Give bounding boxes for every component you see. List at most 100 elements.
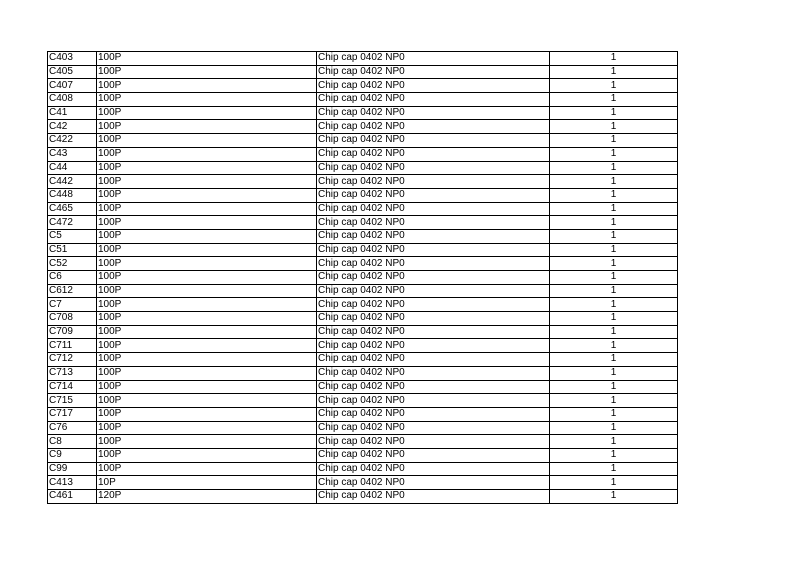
quantity-cell: 1 xyxy=(549,475,678,490)
reference-cell: C461 xyxy=(47,489,97,504)
description-cell: Chip cap 0402 NP0 xyxy=(316,201,550,217)
reference-cell: C717 xyxy=(47,406,97,422)
table-row: C442 100P Chip cap 0402 NP0 1 xyxy=(47,174,678,189)
quantity-cell: 1 xyxy=(549,242,678,258)
reference-cell: C8 xyxy=(47,434,97,449)
table-row: C465 100P Chip cap 0402 NP0 1 xyxy=(47,201,678,217)
quantity-cell: 1 xyxy=(549,283,678,299)
table-row: C407 100P Chip cap 0402 NP0 1 xyxy=(47,78,678,94)
table-row: C713 100P Chip cap 0402 NP0 1 xyxy=(47,365,678,381)
quantity-cell: 1 xyxy=(549,379,678,395)
reference-cell: C712 xyxy=(47,352,97,367)
table-row: C51 100P Chip cap 0402 NP0 1 xyxy=(47,242,678,258)
quantity-cell: 1 xyxy=(549,105,678,121)
table-row: C9 100P Chip cap 0402 NP0 1 xyxy=(47,447,678,463)
description-cell: Chip cap 0402 NP0 xyxy=(316,420,550,436)
value-cell: 100P xyxy=(96,146,317,162)
value-cell: 100P xyxy=(96,187,317,203)
table-row: C43 100P Chip cap 0402 NP0 1 xyxy=(47,146,678,162)
table-row: C52 100P Chip cap 0402 NP0 1 xyxy=(47,256,678,271)
value-cell: 100P xyxy=(96,270,317,285)
quantity-cell: 1 xyxy=(549,311,678,326)
table-row: C714 100P Chip cap 0402 NP0 1 xyxy=(47,379,678,395)
table-row: C5 100P Chip cap 0402 NP0 1 xyxy=(47,228,678,244)
reference-cell: C42 xyxy=(47,119,97,135)
value-cell: 100P xyxy=(96,324,317,340)
reference-cell: C472 xyxy=(47,215,97,230)
value-cell: 100P xyxy=(96,78,317,94)
value-cell: 100P xyxy=(96,461,317,477)
table-row: C99 100P Chip cap 0402 NP0 1 xyxy=(47,461,678,477)
reference-cell: C612 xyxy=(47,283,97,299)
description-cell: Chip cap 0402 NP0 xyxy=(316,311,550,326)
reference-cell: C51 xyxy=(47,242,97,258)
reference-cell: C407 xyxy=(47,78,97,94)
quantity-cell: 1 xyxy=(549,146,678,162)
description-cell: Chip cap 0402 NP0 xyxy=(316,324,550,340)
table-row: C44 100P Chip cap 0402 NP0 1 xyxy=(47,160,678,176)
description-cell: Chip cap 0402 NP0 xyxy=(316,338,550,354)
reference-cell: C41 xyxy=(47,105,97,121)
description-cell: Chip cap 0402 NP0 xyxy=(316,365,550,381)
reference-cell: C408 xyxy=(47,92,97,107)
value-cell: 120P xyxy=(96,489,317,504)
quantity-cell: 1 xyxy=(549,51,678,66)
value-cell: 100P xyxy=(96,256,317,271)
description-cell: Chip cap 0402 NP0 xyxy=(316,174,550,189)
table-row: C461 120P Chip cap 0402 NP0 1 xyxy=(47,489,678,504)
value-cell: 100P xyxy=(96,406,317,422)
value-cell: 100P xyxy=(96,92,317,107)
reference-cell: C709 xyxy=(47,324,97,340)
value-cell: 100P xyxy=(96,119,317,135)
description-cell: Chip cap 0402 NP0 xyxy=(316,447,550,463)
description-cell: Chip cap 0402 NP0 xyxy=(316,406,550,422)
description-cell: Chip cap 0402 NP0 xyxy=(316,434,550,449)
table-row: C612 100P Chip cap 0402 NP0 1 xyxy=(47,283,678,299)
description-cell: Chip cap 0402 NP0 xyxy=(316,297,550,313)
value-cell: 100P xyxy=(96,174,317,189)
quantity-cell: 1 xyxy=(549,461,678,477)
table-row: C7 100P Chip cap 0402 NP0 1 xyxy=(47,297,678,313)
reference-cell: C422 xyxy=(47,133,97,148)
bom-table-body: C403 100P Chip cap 0402 NP0 1 C405 100P Chip c… xyxy=(47,51,678,504)
description-cell: Chip cap 0402 NP0 xyxy=(316,242,550,258)
table-row: C712 100P Chip cap 0402 NP0 1 xyxy=(47,352,678,367)
description-cell: Chip cap 0402 NP0 xyxy=(316,119,550,135)
quantity-cell: 1 xyxy=(549,338,678,354)
value-cell: 100P xyxy=(96,51,317,66)
description-cell: Chip cap 0402 NP0 xyxy=(316,187,550,203)
description-cell: Chip cap 0402 NP0 xyxy=(316,78,550,94)
description-cell: Chip cap 0402 NP0 xyxy=(316,270,550,285)
table-row: C715 100P Chip cap 0402 NP0 1 xyxy=(47,393,678,408)
quantity-cell: 1 xyxy=(549,393,678,408)
table-row: C76 100P Chip cap 0402 NP0 1 xyxy=(47,420,678,436)
table-row: C472 100P Chip cap 0402 NP0 1 xyxy=(47,215,678,230)
description-cell: Chip cap 0402 NP0 xyxy=(316,489,550,504)
value-cell: 100P xyxy=(96,338,317,354)
quantity-cell: 1 xyxy=(549,228,678,244)
table-row: C403 100P Chip cap 0402 NP0 1 xyxy=(47,51,678,66)
quantity-cell: 1 xyxy=(549,92,678,107)
value-cell: 100P xyxy=(96,215,317,230)
quantity-cell: 1 xyxy=(549,420,678,436)
description-cell: Chip cap 0402 NP0 xyxy=(316,379,550,395)
value-cell: 100P xyxy=(96,379,317,395)
reference-cell: C715 xyxy=(47,393,97,408)
quantity-cell: 1 xyxy=(549,78,678,94)
value-cell: 100P xyxy=(96,283,317,299)
description-cell: Chip cap 0402 NP0 xyxy=(316,105,550,121)
quantity-cell: 1 xyxy=(549,324,678,340)
reference-cell: C5 xyxy=(47,228,97,244)
reference-cell: C714 xyxy=(47,379,97,395)
description-cell: Chip cap 0402 NP0 xyxy=(316,64,550,80)
value-cell: 100P xyxy=(96,297,317,313)
table-row: C408 100P Chip cap 0402 NP0 1 xyxy=(47,92,678,107)
value-cell: 100P xyxy=(96,64,317,80)
reference-cell: C44 xyxy=(47,160,97,176)
quantity-cell: 1 xyxy=(549,174,678,189)
reference-cell: C52 xyxy=(47,256,97,271)
value-cell: 100P xyxy=(96,434,317,449)
description-cell: Chip cap 0402 NP0 xyxy=(316,475,550,490)
reference-cell: C9 xyxy=(47,447,97,463)
reference-cell: C403 xyxy=(47,51,97,66)
